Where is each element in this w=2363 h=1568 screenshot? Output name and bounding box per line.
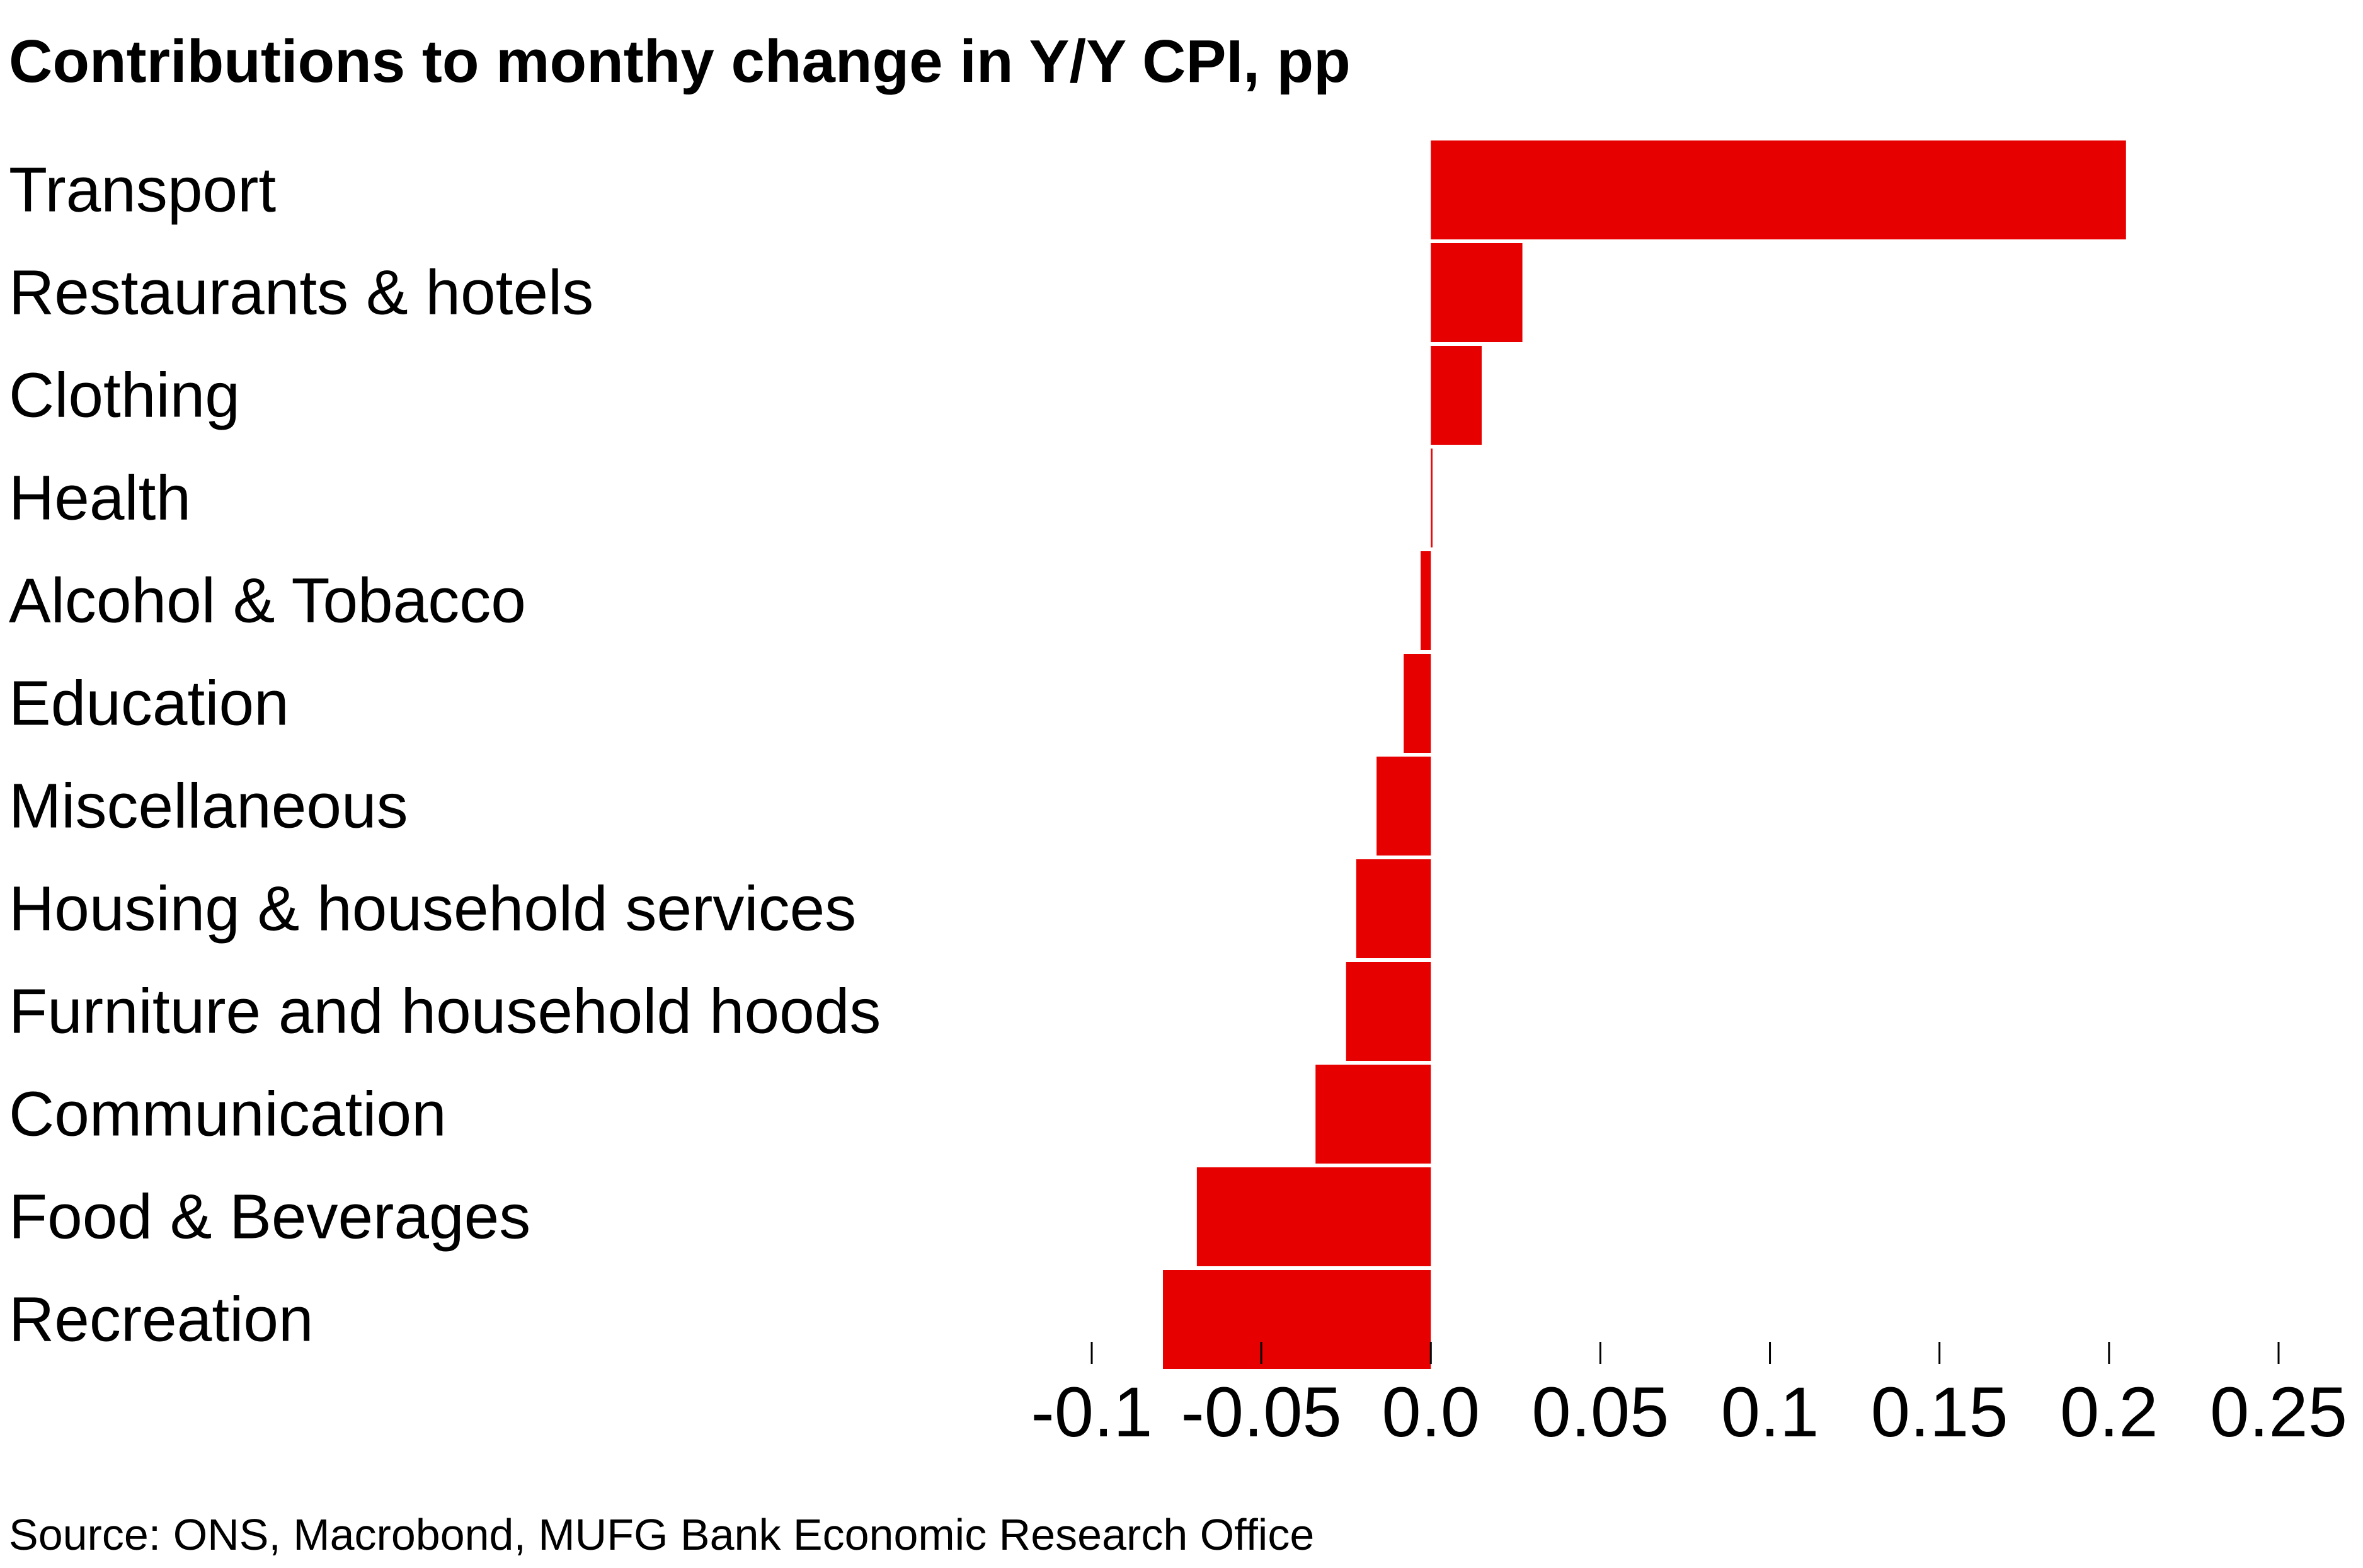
category-label: Transport — [9, 155, 276, 226]
x-tick-label: -0.1 — [1031, 1373, 1153, 1451]
category-label: Miscellaneous — [9, 771, 408, 842]
category-label: Health — [9, 463, 191, 534]
bar-housing-household-services — [1356, 859, 1431, 958]
category-label: Communication — [9, 1079, 447, 1150]
x-tick-label: 0.1 — [1721, 1373, 1819, 1451]
category-labels: Transport Restaurants & hotels Clothing Hea… — [9, 155, 881, 1355]
category-label: Alcohol & Tobacco — [9, 566, 526, 636]
category-label: Furniture and household hoods — [9, 976, 881, 1047]
source-note: Source: ONS, Macrobond, MUFG Bank Econom… — [9, 1510, 1314, 1559]
bar-furniture-and-household-hoods — [1346, 962, 1431, 1061]
bar-education — [1404, 654, 1431, 753]
category-label: Education — [9, 668, 289, 739]
bar-food-beverages — [1196, 1167, 1431, 1266]
x-tick-label: 0.15 — [1871, 1373, 2008, 1451]
bar-restaurants-hotels — [1431, 243, 1523, 342]
chart-title: Contributions to monthy change in Y/Y CP… — [9, 28, 1351, 95]
category-label: Recreation — [9, 1285, 314, 1355]
bar-miscellaneous — [1376, 757, 1431, 856]
bar-recreation — [1163, 1270, 1431, 1369]
x-tick-label: -0.05 — [1181, 1373, 1342, 1451]
category-label: Restaurants & hotels — [9, 258, 593, 328]
bar-communication — [1315, 1065, 1431, 1164]
bar-transport — [1431, 140, 2126, 239]
x-tick-label: 0.05 — [1531, 1373, 1669, 1451]
bar-clothing — [1431, 346, 1482, 445]
x-tick-label: 0.0 — [1382, 1373, 1480, 1451]
x-tick-label: 0.2 — [2060, 1373, 2158, 1451]
category-label: Food & Beverages — [9, 1182, 530, 1252]
x-tick-label: 0.25 — [2210, 1373, 2347, 1451]
x-axis: -0.1 -0.05 0.0 0.05 0.1 0.15 0.2 0.25 — [1031, 1342, 2347, 1451]
bars-group — [1163, 140, 2126, 1369]
category-label: Housing & household services — [9, 874, 856, 944]
category-label: Clothing — [9, 360, 240, 431]
bar-health — [1431, 449, 1433, 547]
bar-alcohol-tobacco — [1421, 551, 1431, 650]
